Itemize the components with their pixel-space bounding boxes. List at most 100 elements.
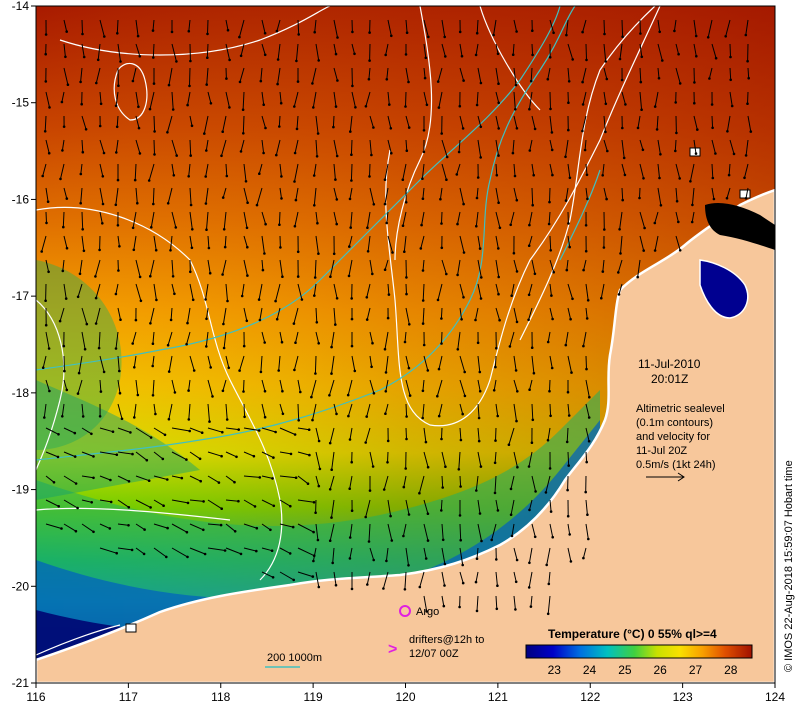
velocity-arrow-head [368, 59, 371, 62]
velocity-arrow-head [74, 482, 78, 485]
velocity-arrow-head [127, 480, 131, 483]
velocity-arrow [150, 211, 155, 228]
velocity-arrow [403, 475, 407, 488]
velocity-arrow-head [694, 152, 698, 155]
velocity-arrow [459, 571, 464, 584]
velocity-arrow [369, 187, 375, 205]
velocity-arrow [279, 187, 282, 199]
velocity-arrow [384, 403, 389, 414]
velocity-arrow-head [246, 201, 249, 204]
velocity-arrow [495, 67, 499, 84]
velocity-arrow-head [297, 419, 301, 422]
velocity-arrow-head [225, 174, 229, 178]
velocity-arrow-head [604, 102, 608, 106]
velocity-arrow-head [673, 29, 676, 33]
velocity-arrow-head [163, 433, 167, 437]
velocity-arrow [331, 451, 335, 470]
colorbar-tick-label: 25 [618, 663, 632, 677]
velocity-arrow-head [311, 575, 315, 578]
velocity-arrow [152, 187, 155, 205]
velocity-arrow [347, 379, 353, 396]
velocity-arrow-head [445, 155, 449, 159]
velocity-arrow-head [74, 529, 78, 533]
velocity-arrow [745, 19, 749, 36]
velocity-arrow [405, 67, 409, 83]
velocity-arrow [494, 451, 497, 463]
velocity-arrow-head [139, 299, 143, 303]
velocity-arrow [243, 211, 248, 228]
velocity-arrow [384, 163, 389, 180]
velocity-arrow [205, 187, 209, 204]
velocity-arrow-head [271, 477, 274, 480]
velocity-arrow [171, 91, 174, 110]
velocity-arrow [153, 547, 167, 558]
velocity-arrow-head [460, 318, 463, 321]
velocity-arrow-head [515, 558, 519, 562]
velocity-arrow [132, 67, 137, 82]
velocity-arrow [366, 211, 371, 228]
velocity-arrow [99, 379, 102, 392]
velocity-arrow-head [390, 151, 393, 155]
velocity-arrow [152, 331, 155, 344]
velocity-arrow-head [351, 30, 354, 34]
velocity-arrow-head [551, 535, 554, 539]
velocity-arrow [189, 283, 194, 300]
velocity-arrow [279, 547, 291, 554]
velocity-arrow-head [386, 461, 389, 464]
velocity-arrow-head [384, 412, 387, 416]
velocity-arrow [369, 163, 371, 177]
velocity-arrow [189, 427, 203, 434]
velocity-arrow-head [407, 126, 411, 129]
velocity-arrow-head [237, 428, 240, 431]
velocity-arrow-head [384, 53, 388, 57]
velocity-arrow [243, 379, 245, 392]
velocity-arrow [477, 355, 481, 373]
velocity-arrow [116, 115, 119, 127]
velocity-arrow [189, 547, 206, 555]
velocity-arrow-head [293, 224, 297, 228]
velocity-arrow-head [678, 249, 682, 252]
velocity-arrow [153, 115, 156, 132]
velocity-arrow [404, 331, 407, 343]
velocity-arrow-head [527, 244, 531, 247]
velocity-arrow [369, 379, 375, 394]
velocity-arrow-head [299, 390, 302, 394]
velocity-arrow-head [437, 414, 441, 418]
velocity-arrow-head [102, 370, 106, 374]
velocity-arrow-head [276, 82, 279, 86]
velocity-arrow [441, 427, 443, 440]
velocity-arrow [459, 523, 462, 541]
lon-tick-label: 120 [395, 690, 415, 704]
velocity-arrow [711, 115, 714, 128]
velocity-arrow [405, 307, 410, 325]
velocity-arrow-head [171, 275, 175, 278]
velocity-arrow [238, 19, 245, 38]
velocity-arrow-head [552, 31, 555, 35]
velocity-arrow [349, 427, 353, 440]
velocity-arrow [115, 331, 119, 349]
velocity-arrow-head [364, 515, 368, 519]
velocity-arrow-head [440, 246, 444, 250]
velocity-arrow [241, 283, 245, 297]
velocity-arrow-head [318, 467, 322, 471]
velocity-arrow-head [384, 390, 388, 393]
velocity-arrow [459, 475, 462, 487]
velocity-arrow [171, 451, 187, 461]
velocity-arrow [315, 475, 320, 487]
velocity-arrow-head [586, 513, 589, 516]
velocity-arrow [153, 139, 155, 155]
velocity-arrow [117, 451, 133, 455]
velocity-arrow [45, 187, 49, 202]
velocity-arrow-head [706, 36, 710, 39]
velocity-arrow [349, 115, 353, 132]
velocity-arrow-head [191, 298, 195, 302]
velocity-arrow-head [96, 58, 100, 62]
velocity-arrow [166, 115, 173, 133]
velocity-arrow [63, 67, 69, 85]
velocity-arrow-head [421, 299, 425, 302]
velocity-arrow-head [548, 200, 551, 204]
velocity-arrow [261, 211, 267, 225]
velocity-arrow [366, 307, 371, 320]
velocity-arrow-head [293, 105, 296, 108]
velocity-arrow [386, 211, 389, 224]
